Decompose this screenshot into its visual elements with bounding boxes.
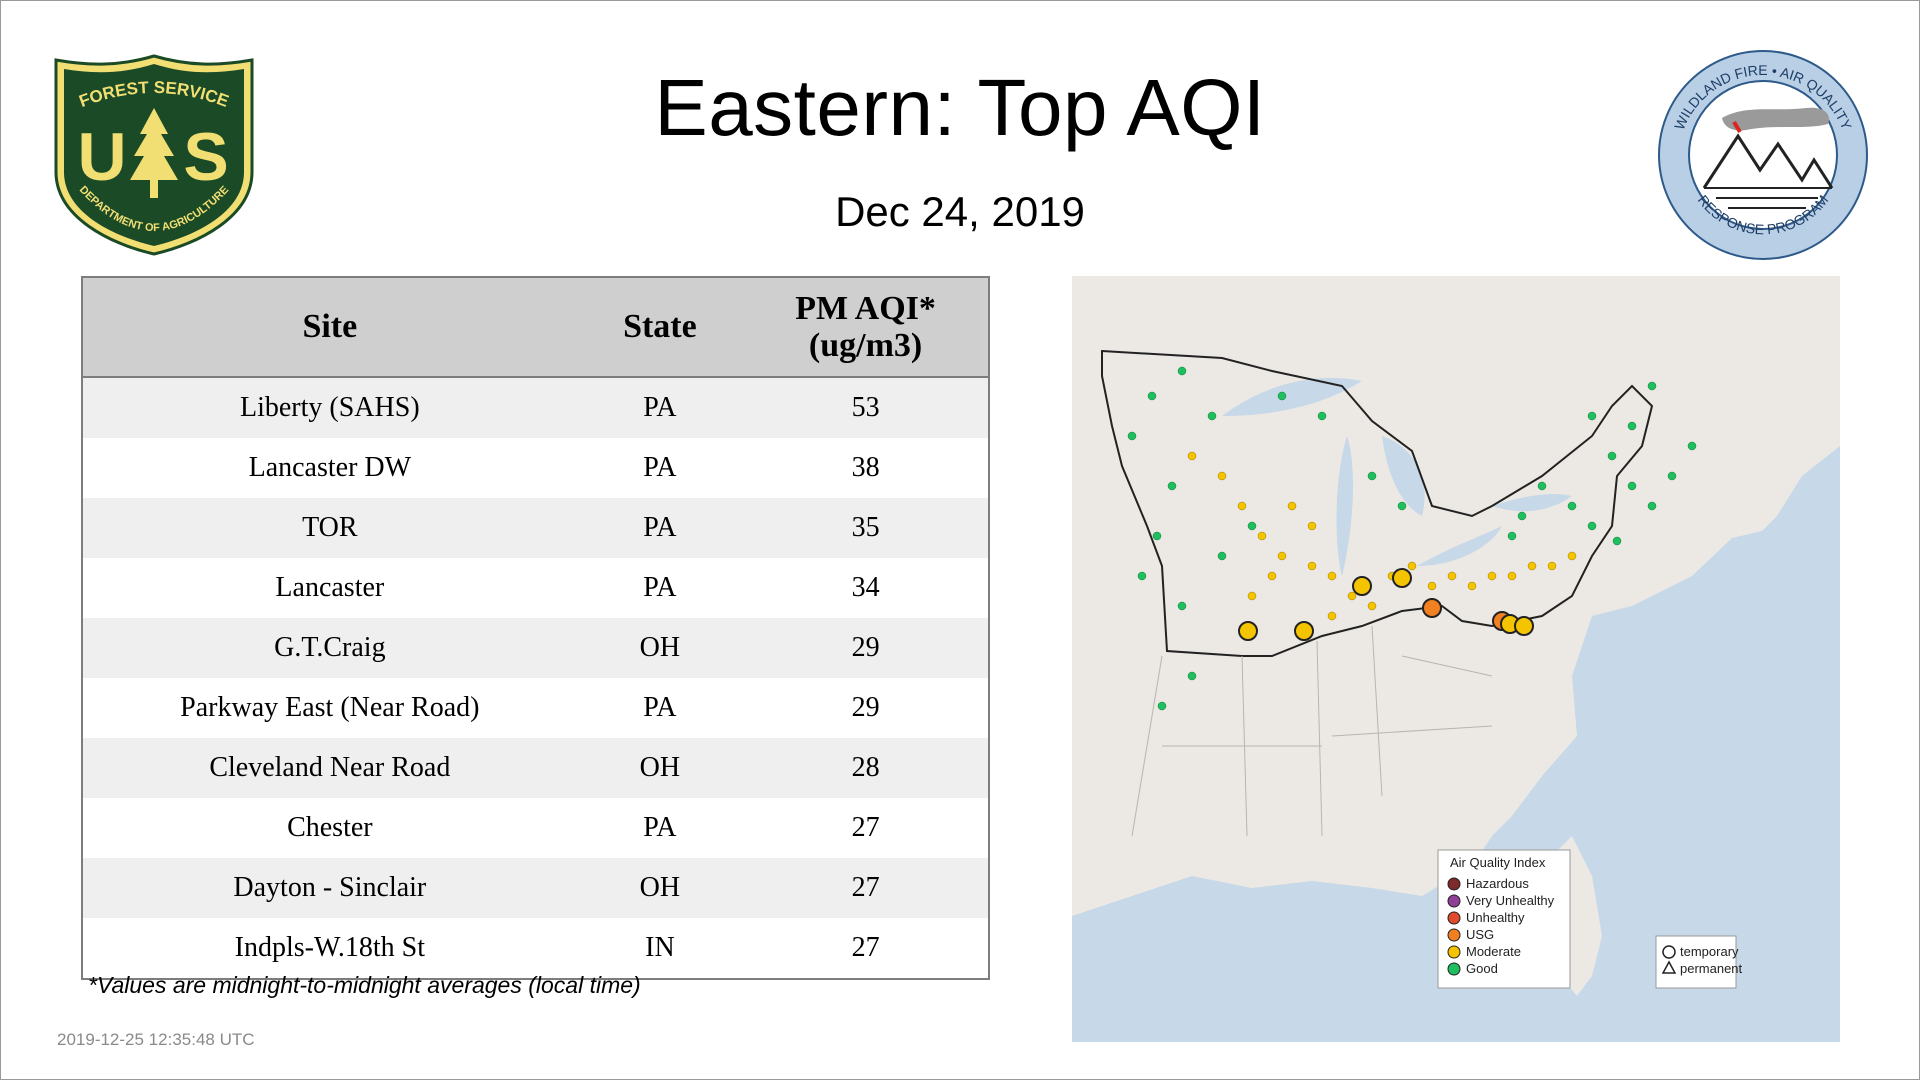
table-header-row: Site State PM AQI* (ug/m3) <box>82 277 989 378</box>
state-cell: PA <box>576 558 744 618</box>
legend-title: Air Quality Index <box>1450 855 1546 870</box>
wildland-fire-aq-logo: WILDLAND FIRE • AIR QUALITY RESPONSE PRO… <box>1658 50 1868 260</box>
aqi-cell: 27 <box>743 798 989 858</box>
aqi-map: Air Quality Index Hazardous Very Unhealt… <box>1072 276 1840 1042</box>
legend-temporary: temporary <box>1680 944 1739 959</box>
state-cell: PA <box>576 438 744 498</box>
legend-permanent: permanent <box>1680 961 1743 976</box>
lake-huron <box>1382 436 1425 516</box>
usfs-u-letter: U <box>77 119 126 195</box>
state-cell: PA <box>576 498 744 558</box>
table-row: TOR PA 35 <box>82 498 989 558</box>
state-cell: PA <box>576 798 744 858</box>
aqi-cell: 34 <box>743 558 989 618</box>
aqi-cell: 53 <box>743 377 989 438</box>
site-cell: Parkway East (Near Road) <box>82 678 577 738</box>
table-row: Liberty (SAHS) PA 53 <box>82 377 989 438</box>
table-row: Parkway East (Near Road) PA 29 <box>82 678 989 738</box>
site-cell: Cleveland Near Road <box>82 738 577 798</box>
legend-label: Unhealthy <box>1466 910 1525 925</box>
legend-usg: USG <box>1447 927 1494 942</box>
header-pm-aqi: PM AQI* (ug/m3) <box>743 277 989 378</box>
circle-icon <box>1662 945 1676 959</box>
legend-moderate: Moderate <box>1447 944 1521 959</box>
page-title: Eastern: Top AQI <box>654 63 1266 152</box>
unhealthy-swatch-icon <box>1447 911 1461 925</box>
site-cell: Lancaster DW <box>82 438 577 498</box>
table-footnote: *Values are midnight-to-midnight average… <box>88 972 641 998</box>
state-cell: PA <box>576 678 744 738</box>
triangle-icon <box>1661 960 1677 974</box>
state-cell: PA <box>576 377 744 438</box>
aqi-cell: 27 <box>743 918 989 979</box>
hazardous-swatch-icon <box>1447 877 1461 891</box>
aqi-cell: 28 <box>743 738 989 798</box>
legend-unhealthy: Unhealthy <box>1447 910 1525 925</box>
site-cell: Chester <box>82 798 577 858</box>
legend-label: Moderate <box>1466 944 1521 959</box>
site-cell: TOR <box>82 498 577 558</box>
usfs-s-letter: S <box>183 119 228 195</box>
generation-timestamp: 2019-12-25 12:35:48 UTC <box>57 1030 255 1049</box>
table-row: Cleveland Near Road OH 28 <box>82 738 989 798</box>
aqi-cell: 27 <box>743 858 989 918</box>
legend-label: Hazardous <box>1466 876 1529 891</box>
mountains-icon <box>1702 133 1834 189</box>
table-row: Dayton - Sinclair OH 27 <box>82 858 989 918</box>
legend-label: USG <box>1466 927 1494 942</box>
good-swatch-icon <box>1447 962 1461 976</box>
legend-hazardous: Hazardous <box>1447 876 1529 891</box>
aqi-cell: 29 <box>743 618 989 678</box>
legend-good: Good <box>1447 961 1498 976</box>
state-cell: OH <box>576 618 744 678</box>
lake-ontario <box>1492 494 1572 512</box>
top-aqi-table: Site State PM AQI* (ug/m3) Liberty (SAHS… <box>81 276 990 980</box>
moderate-swatch-icon <box>1447 945 1461 959</box>
table-row: Chester PA 27 <box>82 798 989 858</box>
good-site-markers <box>1127 366 1697 711</box>
pine-tree-icon <box>130 108 178 198</box>
state-cell: OH <box>576 738 744 798</box>
header-state: State <box>576 277 744 378</box>
site-cell: Liberty (SAHS) <box>82 377 577 438</box>
legend-label: Good <box>1466 961 1498 976</box>
usg-swatch-icon <box>1447 928 1461 942</box>
lake-erie <box>1417 526 1502 566</box>
legend-label: Very Unhealthy <box>1466 893 1555 908</box>
header-site: Site <box>82 277 577 378</box>
lake-michigan <box>1336 436 1354 576</box>
table-row: Lancaster PA 34 <box>82 558 989 618</box>
header-aqi-line2: (ug/m3) <box>808 327 923 364</box>
state-cell: OH <box>576 858 744 918</box>
smoke-plume <box>1722 107 1830 131</box>
eastern-region-outline <box>1101 349 1654 657</box>
table-row: Lancaster DW PA 38 <box>82 438 989 498</box>
fire-marker <box>1732 120 1742 134</box>
large-site-markers <box>1238 568 1534 641</box>
lake-superior <box>1222 377 1362 416</box>
legend-very-unhealthy: Very Unhealthy <box>1447 893 1555 908</box>
table-row: Indpls-W.18th St IN 27 <box>82 918 989 979</box>
aqi-cell: 35 <box>743 498 989 558</box>
usfs-shield-logo: FOREST SERVICE DEPARTMENT OF AGRICULTURE… <box>54 54 254 256</box>
aqi-cell: 29 <box>743 678 989 738</box>
site-cell: Indpls-W.18th St <box>82 918 577 979</box>
state-cell: IN <box>576 918 744 979</box>
report-date: Dec 24, 2019 <box>835 188 1085 235</box>
header-aqi-line1: PM AQI* <box>795 289 936 327</box>
site-cell: G.T.Craig <box>82 618 577 678</box>
site-cell: Lancaster <box>82 558 577 618</box>
site-cell: Dayton - Sinclair <box>82 858 577 918</box>
state-boundaries <box>1131 625 1493 837</box>
map-legend: Air Quality Index Hazardous Very Unhealt… <box>1437 849 1743 989</box>
map-land <box>1072 276 1840 916</box>
aqi-cell: 38 <box>743 438 989 498</box>
table-row: G.T.Craig OH 29 <box>82 618 989 678</box>
moderate-site-markers <box>1187 451 1577 621</box>
very-unhealthy-swatch-icon <box>1447 894 1461 908</box>
